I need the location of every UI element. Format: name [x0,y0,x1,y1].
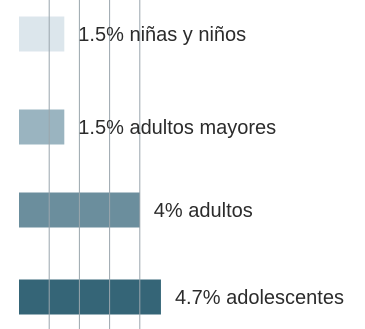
data-labels: 1.5% niñas y niños 1.5% adultos mayores 4%… [78,24,344,309]
bars-layer [19,16,161,315]
data-label-adultos-mayores: 1.5% adultos mayores [78,117,276,139]
bar-adolescentes [19,279,161,315]
data-label-adultos: 4% adultos [154,200,253,222]
data-label-ninas-y-ninos: 1.5% niñas y niños [78,24,246,46]
data-label-adolescentes: 4.7% adolescentes [175,287,344,309]
gridlines [48,0,141,329]
bar-ninas-y-ninos [19,16,65,52]
bar-adultos-mayores [19,109,65,145]
